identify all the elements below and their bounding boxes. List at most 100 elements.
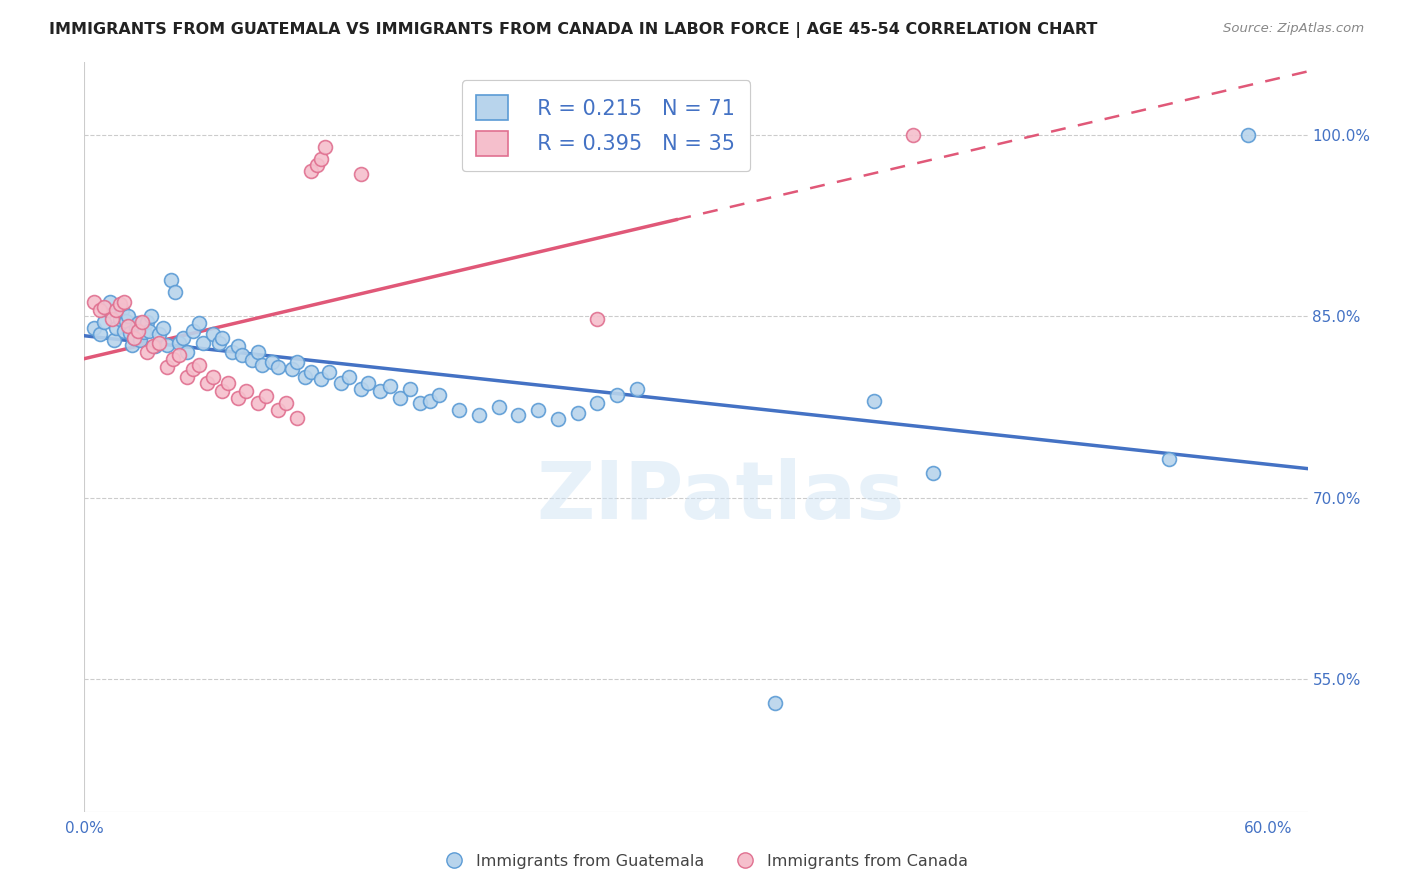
Point [329,376,352,390]
Point [294,369,316,384]
Point [260,355,283,369]
Point [274,396,297,410]
Point [409,396,432,410]
Point [132,325,155,339]
Point [195,376,218,390]
Point [138,324,160,338]
Point [586,396,609,410]
Point [357,376,380,390]
Point [122,331,145,345]
Point [111,303,134,318]
Point [172,331,194,345]
Point [108,297,131,311]
Point [449,403,471,417]
Text: ZIPatlas: ZIPatlas [536,458,904,536]
Point [118,326,141,340]
Point [337,369,360,384]
Point [117,310,139,324]
Point [104,321,127,335]
Point [131,315,153,329]
Point [181,362,204,376]
Point [122,331,145,345]
Point [235,384,257,399]
Point [181,324,204,338]
Point [307,158,329,172]
Point [921,467,943,481]
Point [211,331,233,345]
Point [152,321,174,335]
Point [547,412,569,426]
Point [368,384,391,399]
Point [250,358,273,372]
Point [287,355,309,369]
Point [104,303,127,318]
Point [419,393,441,408]
Point [89,303,111,318]
Point [231,348,253,362]
Point [508,409,530,423]
Point [314,140,336,154]
Point [141,310,163,324]
Point [148,327,170,342]
Point [246,345,269,359]
Point [567,406,589,420]
Point [211,384,233,399]
Point [176,369,198,384]
Point [226,392,249,406]
Point [267,359,290,374]
Point [349,167,371,181]
Point [901,128,924,142]
Point [156,359,179,374]
Point [606,388,628,402]
Point [108,311,131,326]
Point [380,379,402,393]
Point [136,315,159,329]
Text: IMMIGRANTS FROM GUATEMALA VS IMMIGRANTS FROM CANADA IN LABOR FORCE | AGE 45-54 C: IMMIGRANTS FROM GUATEMALA VS IMMIGRANTS … [49,22,1098,38]
Point [165,285,187,299]
Point [142,339,165,353]
Point [112,324,135,338]
Point [287,410,309,425]
Point [217,376,239,390]
Point [349,382,371,396]
Point [240,352,263,367]
Point [156,338,179,352]
Point [221,345,243,359]
Point [117,318,139,333]
Point [201,369,224,384]
Point [98,294,121,309]
Point [299,164,322,178]
Point [254,389,277,403]
Point [267,403,290,417]
Point [246,396,269,410]
Point [763,696,786,710]
Point [299,365,322,379]
Point [121,338,143,352]
Point [145,339,167,353]
Point [127,324,149,338]
Point [309,372,332,386]
Point [103,334,125,348]
Point [167,335,190,350]
Point [89,327,111,342]
Point [187,358,209,372]
Point [160,273,183,287]
Point [626,382,648,396]
Point [93,300,115,314]
Point [389,392,412,406]
Point [226,339,249,353]
Point [318,365,340,379]
Legend:   R = 0.215   N = 71,   R = 0.395   N = 35: R = 0.215 N = 71, R = 0.395 N = 35 [461,80,749,170]
Point [429,388,451,402]
Point [488,400,510,414]
Point [114,314,136,328]
Point [83,294,105,309]
Point [1159,451,1181,466]
Point [1237,128,1260,142]
Point [586,311,609,326]
Point [468,409,491,423]
Point [112,294,135,309]
Point [187,317,209,331]
Point [83,321,105,335]
Point [93,315,115,329]
